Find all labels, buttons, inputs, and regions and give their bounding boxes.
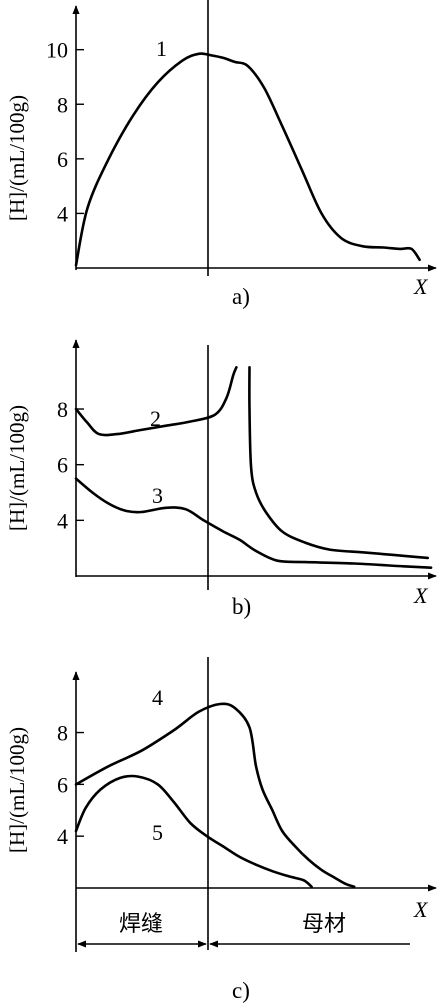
panel-a-series-1-line	[74, 52, 421, 267]
panel-a-ticks: 4 6 8 10	[46, 38, 84, 226]
panel-c-series-4-line	[74, 702, 356, 888]
panel-b-series-3-label: 3	[152, 483, 163, 508]
panel-b-series-3-line	[74, 477, 433, 569]
panel-c-x-label: X	[413, 897, 429, 922]
panel-a-ytick-label: 6	[57, 147, 68, 172]
panel-b-ytick-label: 6	[57, 453, 68, 478]
panel-a-ytick-label: 10	[46, 38, 68, 63]
panel-c-series-5-label: 5	[152, 820, 163, 845]
panel-b-caption: b)	[232, 594, 251, 619]
panel-a-x-label: X	[413, 274, 429, 299]
panel-a: 4 6 8 10 1 [H]/(mL/100g) X a)	[5, 0, 437, 309]
panel-b-y-label: [H]/(mL/100g)	[5, 405, 29, 531]
panel-a-ytick-label: 4	[57, 201, 68, 226]
panel-c-ytick-label: 6	[57, 772, 68, 797]
panel-a-y-label: [H]/(mL/100g)	[5, 95, 29, 221]
panel-b-x-label: X	[413, 583, 429, 608]
panel-c: 4 6 8 4 5 [H]/(mL/100g) X 焊缝 母材 c)	[5, 657, 437, 1003]
panel-c-ytick-label: 4	[57, 824, 68, 849]
panel-b-series-2-label: 2	[150, 406, 161, 431]
panel-b-series-2-line	[74, 366, 238, 437]
panel-c-ticks: 4 6 8	[57, 721, 84, 849]
panel-a-caption: a)	[232, 284, 250, 309]
weld-zone-label: 焊缝	[119, 912, 163, 937]
base-metal-zone-label: 母材	[302, 912, 346, 937]
panel-b-series-2-haz-line	[248, 366, 430, 560]
panel-c-ytick-label: 8	[57, 721, 68, 746]
panel-b-ytick-label: 8	[57, 397, 68, 422]
panel-a-ytick-label: 8	[57, 92, 68, 117]
panel-a-series-1-label: 1	[156, 36, 167, 61]
panel-c-series-5-line	[74, 774, 313, 888]
panel-c-series-4-label: 4	[152, 685, 163, 710]
panel-c-caption: c)	[232, 978, 250, 1003]
panel-c-y-label: [H]/(mL/100g)	[5, 727, 29, 853]
panel-b: 4 6 8 2 3 [H]/(mL/100g) X b)	[5, 339, 437, 619]
panel-b-ticks: 4 6 8	[57, 397, 84, 533]
panel-b-ytick-label: 4	[57, 508, 68, 533]
